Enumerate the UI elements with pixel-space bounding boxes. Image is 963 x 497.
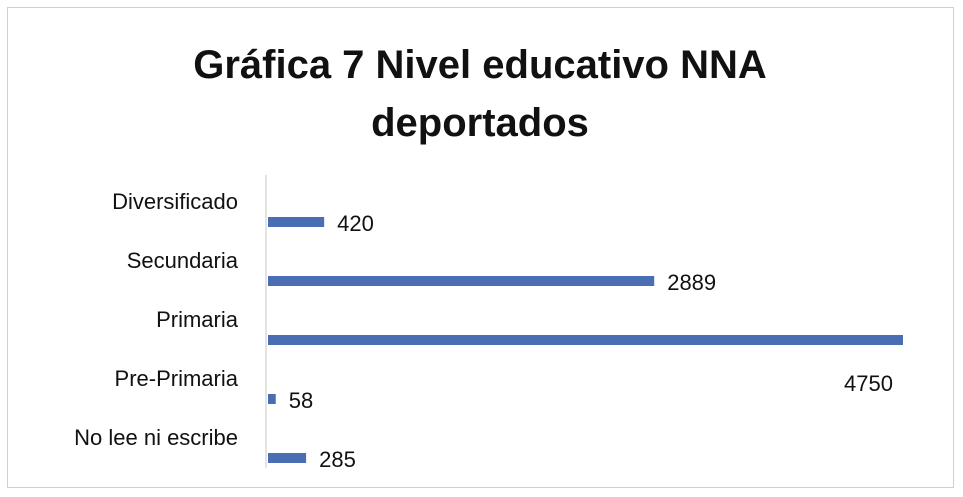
bar [268,335,903,345]
category-label: Secundaria [127,248,239,273]
chart-title: Gráfica 7 Nivel educativo NNA deportados [193,43,767,145]
bar [268,453,307,463]
category-label: Diversificado [112,189,238,214]
category-label: Pre-Primaria [115,366,239,391]
bar [268,217,325,227]
value-label: 420 [337,211,374,236]
bar [268,394,276,404]
value-label: 285 [319,447,356,472]
category-label: No lee ni escribe [74,425,238,450]
value-label: 4750 [844,371,893,396]
value-label: 2889 [667,270,716,295]
bar [268,276,655,286]
category-label: Primaria [156,307,239,332]
chart-frame [7,7,954,488]
value-label: 58 [289,388,313,413]
